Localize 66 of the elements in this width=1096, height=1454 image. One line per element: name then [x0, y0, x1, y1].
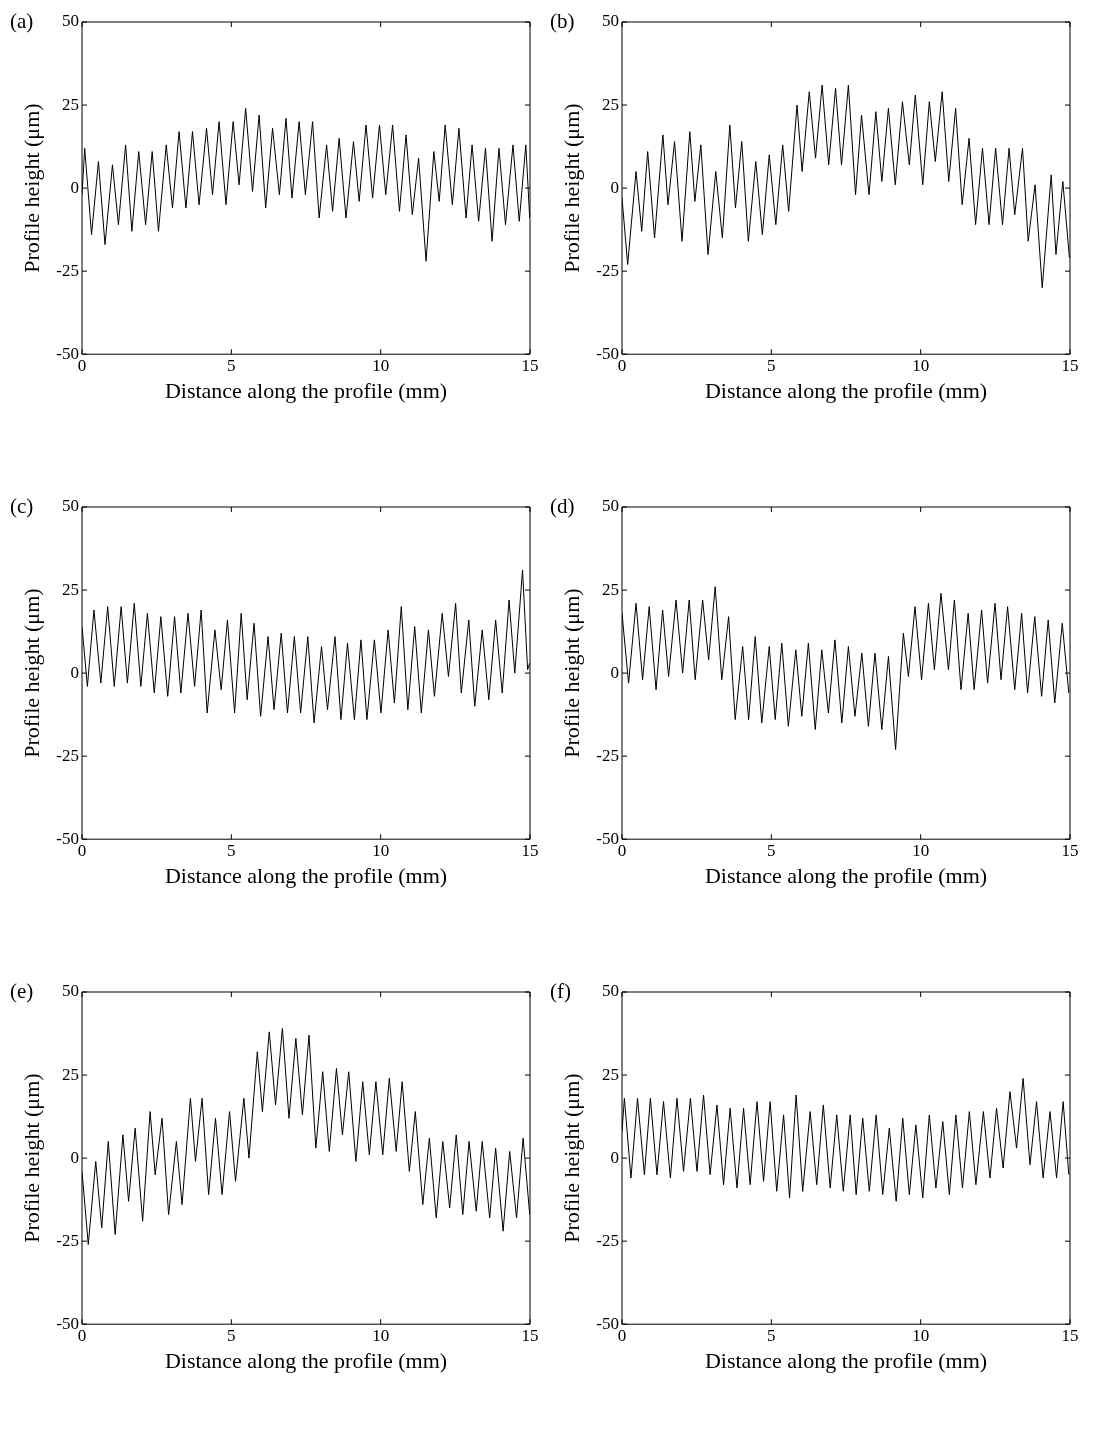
y-tick-label: -50 [596, 1313, 619, 1333]
y-tick-label: 0 [610, 177, 619, 197]
y-tick-label: 25 [602, 1064, 619, 1084]
y-tick-label: -25 [56, 260, 79, 280]
y-tick-label: 50 [62, 981, 79, 1001]
x-tick-label: 15 [521, 1325, 539, 1345]
x-axis-title: Distance along the profile (mm) [164, 1347, 448, 1373]
x-tick-label: 15 [1061, 355, 1079, 375]
y-tick-label: 0 [70, 662, 79, 682]
y-tick-label: 0 [70, 177, 79, 197]
y-tick-label: -25 [596, 1230, 619, 1250]
y-tick-label: -50 [596, 343, 619, 363]
y-tick-label: -25 [56, 745, 79, 765]
x-tick-label: 15 [521, 355, 539, 375]
y-tick-label: -25 [596, 260, 619, 280]
x-tick-label: 10 [372, 1325, 390, 1345]
x-tick-label: 10 [912, 840, 930, 860]
x-axis-title: Distance along the profile (mm) [704, 377, 988, 403]
y-tick-label: 0 [610, 1147, 619, 1167]
y-tick-label: -25 [596, 745, 619, 765]
y-tick-label: -25 [56, 1230, 79, 1250]
chart-title: (c) [10, 493, 34, 518]
y-tick-label: 0 [70, 1147, 79, 1167]
y-tick-label: 25 [602, 579, 619, 599]
x-tick-label: 5 [767, 1325, 776, 1345]
x-tick-label: 10 [372, 355, 390, 375]
x-tick-label: 5 [767, 840, 776, 860]
y-tick-label: 50 [602, 981, 619, 1001]
y-axis-title: Profile height (μm) [18, 103, 44, 273]
y-tick-label: 50 [62, 496, 79, 516]
y-tick-label: -50 [56, 828, 79, 848]
y-tick-label: 25 [62, 579, 79, 599]
x-axis-title: Distance along the profile (mm) [704, 862, 988, 888]
x-tick-label: 15 [1061, 1325, 1079, 1345]
x-tick-label: 15 [1061, 840, 1079, 860]
y-axis-title: Profile height (μm) [558, 588, 584, 758]
chart-title: (a) [10, 8, 34, 33]
x-tick-label: 15 [521, 840, 539, 860]
y-tick-label: 50 [602, 11, 619, 31]
x-axis-title: Distance along the profile (mm) [164, 862, 448, 888]
x-tick-label: 10 [912, 355, 930, 375]
x-tick-label: 5 [227, 840, 236, 860]
x-tick-label: 10 [372, 840, 390, 860]
y-tick-label: 50 [62, 11, 79, 31]
x-tick-label: 5 [767, 355, 776, 375]
y-axis-title: Profile height (μm) [558, 1073, 584, 1243]
chart-title: (e) [10, 978, 34, 1003]
y-tick-label: 25 [602, 94, 619, 114]
chart-title: (b) [550, 8, 575, 33]
x-axis-title: Distance along the profile (mm) [704, 1347, 988, 1373]
y-tick-label: 0 [610, 662, 619, 682]
y-tick-label: -50 [56, 1313, 79, 1333]
y-axis-title: Profile height (μm) [558, 103, 584, 273]
y-tick-label: 50 [602, 496, 619, 516]
x-tick-label: 5 [227, 355, 236, 375]
chart-title: (f) [550, 978, 571, 1003]
y-axis-title: Profile height (μm) [18, 1073, 44, 1243]
y-axis-title: Profile height (μm) [18, 588, 44, 758]
y-tick-label: 25 [62, 94, 79, 114]
x-tick-label: 5 [227, 1325, 236, 1345]
y-tick-label: -50 [56, 343, 79, 363]
x-tick-label: 10 [912, 1325, 930, 1345]
y-tick-label: -50 [596, 828, 619, 848]
chart-title: (d) [550, 493, 575, 518]
y-tick-label: 25 [62, 1064, 79, 1084]
x-axis-title: Distance along the profile (mm) [164, 377, 448, 403]
